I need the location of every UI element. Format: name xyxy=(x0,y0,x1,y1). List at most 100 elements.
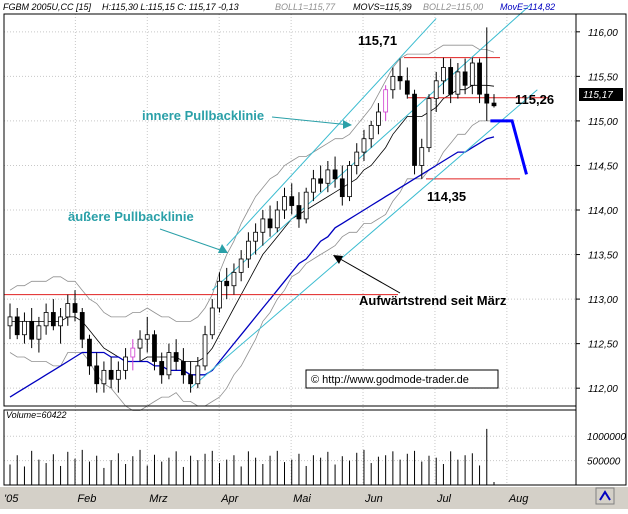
candle-body xyxy=(144,334,150,340)
arrow-uptrend-head xyxy=(333,255,343,264)
candle-body xyxy=(58,316,63,327)
candle-body xyxy=(477,62,482,95)
volume-tick-label: 500000 xyxy=(587,457,621,468)
candle-body xyxy=(209,307,215,336)
x-tick-label: Jun xyxy=(364,493,383,505)
x-tick-label: Jul xyxy=(436,493,452,505)
candle-body xyxy=(412,93,417,166)
candle-body xyxy=(303,191,309,220)
arrow-inner-pullback-head xyxy=(343,120,352,129)
candle-body xyxy=(289,196,295,206)
y-tick-label: 116,00 xyxy=(588,28,618,39)
x-tick-label: Mrz xyxy=(149,493,168,505)
candle-body xyxy=(311,178,316,193)
y-tick-label: 115,00 xyxy=(588,117,618,128)
candle-body xyxy=(469,62,475,86)
y-tick-label: 115,50 xyxy=(588,72,618,83)
watermark-box xyxy=(305,369,499,389)
candle-body xyxy=(491,102,497,107)
candle-body xyxy=(159,361,165,376)
last-price-label: 115,17 xyxy=(583,90,613,101)
header-symbol: FGBM 2005U,CC [15] xyxy=(3,2,92,12)
candle-body xyxy=(339,178,345,198)
candle-body xyxy=(202,334,208,367)
y-tick-label: 114,50 xyxy=(588,161,618,172)
y-tick-label: 114,00 xyxy=(588,206,618,217)
arrow-outer-pullback xyxy=(159,228,227,253)
candle-body xyxy=(79,312,85,340)
series-line-boll1 xyxy=(9,44,495,322)
candle-body xyxy=(231,271,237,287)
candle-body xyxy=(115,369,121,380)
volume-tick-label: 1000000 xyxy=(587,432,626,443)
x-axis-panel xyxy=(0,487,628,509)
header-ohlc: H:115,30 L:115,15 C: 115,17 -0,13 xyxy=(102,2,239,12)
last-price-tag xyxy=(579,88,623,101)
candle-body xyxy=(390,75,396,91)
candle-body xyxy=(108,369,114,380)
annotation-outer-pullback: äußere Pullbacklinie xyxy=(68,209,194,224)
header-boll2: BOLL2=115,00 xyxy=(423,2,483,12)
annotation-arrows xyxy=(159,116,401,294)
y-tick-label: 112,50 xyxy=(588,340,618,351)
candle-body xyxy=(152,334,157,362)
header: FGBM 2005U,CC [15] H:115,30 L:115,15 C: … xyxy=(3,2,555,12)
candle-body xyxy=(426,98,432,149)
candle-body xyxy=(347,165,352,198)
x-tick-label: Mai xyxy=(293,493,311,505)
candle-body xyxy=(455,71,461,95)
forecast-path xyxy=(490,119,528,175)
candle-body xyxy=(130,347,136,358)
candle-body xyxy=(7,316,13,327)
level-label-115-26: 115,26 xyxy=(515,92,554,107)
candle-body xyxy=(354,151,360,166)
candle-body xyxy=(253,231,258,242)
candle-body xyxy=(441,67,446,82)
candle-body xyxy=(404,80,410,95)
candle-body xyxy=(72,303,78,313)
trendline-inner-pullback xyxy=(226,18,437,246)
candle-body xyxy=(332,169,338,180)
candle-body xyxy=(173,352,179,362)
candle-body xyxy=(260,218,266,233)
candle-body xyxy=(246,240,251,260)
y-tick-label: 113,50 xyxy=(588,251,618,262)
candle-body xyxy=(318,178,324,184)
candle-body xyxy=(36,325,42,340)
candle-body xyxy=(14,316,20,336)
candle-body xyxy=(188,374,193,385)
candle-body xyxy=(94,365,100,385)
x-tick-label: Feb xyxy=(77,493,96,505)
x-tick-label: Apr xyxy=(220,493,239,505)
candle-body xyxy=(166,352,172,376)
candle-body xyxy=(65,303,71,318)
candle-body xyxy=(419,147,425,166)
candle-body xyxy=(238,258,244,273)
arrow-uptrend xyxy=(334,255,401,294)
y-tick-label: 112,00 xyxy=(588,384,618,395)
candle-body xyxy=(282,196,287,211)
candle-body xyxy=(224,280,230,287)
trendline-uptrend xyxy=(190,89,538,389)
candle-body xyxy=(361,138,367,153)
candle-body xyxy=(123,356,128,371)
candle-body xyxy=(267,218,273,229)
candle-body xyxy=(274,209,280,229)
candle-body xyxy=(484,93,490,104)
candle-body xyxy=(448,67,454,95)
candle-body xyxy=(137,338,143,349)
chart-settings-icon[interactable] xyxy=(595,487,615,505)
candle-body xyxy=(462,71,468,86)
level-label-115-71: 115,71 xyxy=(358,33,397,48)
grid xyxy=(4,14,576,485)
candle-body xyxy=(195,365,201,385)
candle-body xyxy=(397,75,403,82)
candle-body xyxy=(433,80,439,100)
candle-body xyxy=(101,369,107,385)
candle-body xyxy=(383,89,389,113)
header-boll1: BOLL1=115,77 xyxy=(275,2,336,12)
level-label-114-35: 114,35 xyxy=(427,189,466,204)
candle-body xyxy=(217,280,222,309)
